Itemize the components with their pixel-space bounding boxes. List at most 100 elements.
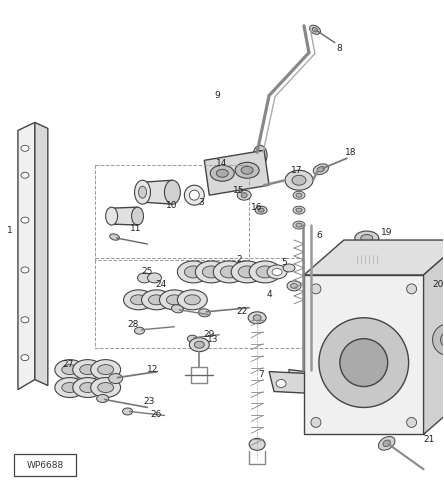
Ellipse shape (237, 190, 251, 200)
Ellipse shape (309, 25, 321, 34)
Ellipse shape (184, 295, 200, 305)
Text: 26: 26 (151, 410, 162, 419)
Text: 22: 22 (237, 308, 248, 316)
Polygon shape (304, 240, 444, 275)
Ellipse shape (241, 166, 253, 174)
Bar (14, 454, 76, 476)
Polygon shape (289, 370, 329, 388)
Text: 28: 28 (127, 320, 138, 329)
Ellipse shape (21, 146, 29, 152)
Ellipse shape (178, 290, 207, 310)
Ellipse shape (110, 234, 119, 240)
Ellipse shape (293, 221, 305, 229)
Text: 3: 3 (198, 198, 204, 206)
Text: 6: 6 (316, 230, 322, 239)
Ellipse shape (238, 266, 256, 278)
Ellipse shape (293, 191, 305, 199)
Ellipse shape (80, 382, 95, 392)
Ellipse shape (138, 273, 151, 283)
Ellipse shape (235, 162, 259, 178)
Polygon shape (355, 238, 379, 263)
Ellipse shape (189, 190, 199, 200)
Ellipse shape (256, 266, 274, 278)
Text: 12: 12 (147, 365, 158, 374)
Ellipse shape (195, 261, 227, 283)
Ellipse shape (220, 266, 238, 278)
Ellipse shape (123, 290, 154, 310)
Ellipse shape (21, 354, 29, 360)
Text: 7: 7 (258, 370, 264, 379)
Ellipse shape (198, 309, 210, 317)
Ellipse shape (293, 206, 305, 214)
Ellipse shape (296, 193, 302, 197)
Ellipse shape (317, 166, 325, 172)
Ellipse shape (123, 408, 133, 415)
Ellipse shape (62, 364, 78, 374)
Ellipse shape (319, 318, 408, 408)
Ellipse shape (313, 164, 329, 174)
Ellipse shape (109, 374, 123, 384)
Ellipse shape (312, 28, 318, 32)
Ellipse shape (131, 295, 147, 305)
Ellipse shape (312, 382, 322, 390)
Ellipse shape (202, 266, 220, 278)
Ellipse shape (166, 295, 182, 305)
Ellipse shape (248, 312, 266, 324)
Ellipse shape (73, 378, 103, 398)
Text: WP6688: WP6688 (26, 461, 63, 470)
Text: 16: 16 (251, 202, 263, 211)
Ellipse shape (257, 150, 263, 160)
Ellipse shape (147, 273, 162, 283)
Text: 19: 19 (381, 228, 392, 236)
Ellipse shape (55, 378, 85, 398)
Ellipse shape (231, 261, 263, 283)
Ellipse shape (440, 332, 444, 347)
Ellipse shape (171, 304, 183, 313)
Ellipse shape (249, 261, 281, 283)
Ellipse shape (98, 382, 114, 392)
Ellipse shape (407, 418, 416, 428)
Ellipse shape (249, 438, 265, 450)
Ellipse shape (253, 315, 261, 321)
Ellipse shape (131, 207, 143, 225)
Ellipse shape (290, 284, 297, 288)
Ellipse shape (73, 360, 103, 380)
Bar (95, 258, 304, 348)
Ellipse shape (21, 267, 29, 273)
Polygon shape (143, 180, 172, 204)
Ellipse shape (178, 261, 209, 283)
Polygon shape (18, 122, 35, 390)
Ellipse shape (91, 360, 121, 380)
Polygon shape (424, 240, 444, 434)
Ellipse shape (258, 208, 264, 212)
Ellipse shape (296, 208, 302, 212)
Text: 11: 11 (130, 224, 141, 232)
Text: 24: 24 (156, 280, 167, 289)
Text: 18: 18 (345, 148, 357, 157)
Text: 15: 15 (234, 186, 245, 194)
Text: 25: 25 (142, 268, 153, 276)
Text: 17: 17 (291, 166, 303, 175)
Ellipse shape (106, 207, 118, 225)
Polygon shape (111, 207, 138, 225)
Ellipse shape (135, 180, 151, 204)
Polygon shape (35, 122, 48, 386)
Ellipse shape (55, 360, 85, 380)
Text: 29: 29 (204, 330, 215, 339)
Ellipse shape (194, 341, 204, 348)
Ellipse shape (407, 284, 416, 294)
Ellipse shape (383, 440, 390, 446)
Ellipse shape (340, 338, 388, 386)
Ellipse shape (255, 206, 267, 214)
Ellipse shape (21, 217, 29, 223)
Text: 23: 23 (144, 397, 155, 406)
Text: 20: 20 (433, 280, 444, 289)
Text: 1: 1 (7, 226, 13, 234)
Ellipse shape (184, 185, 204, 205)
Ellipse shape (21, 317, 29, 323)
Text: 21: 21 (423, 435, 434, 444)
Bar (95, 166, 249, 260)
Ellipse shape (287, 281, 301, 291)
Ellipse shape (97, 394, 109, 402)
Text: 14: 14 (216, 159, 227, 168)
